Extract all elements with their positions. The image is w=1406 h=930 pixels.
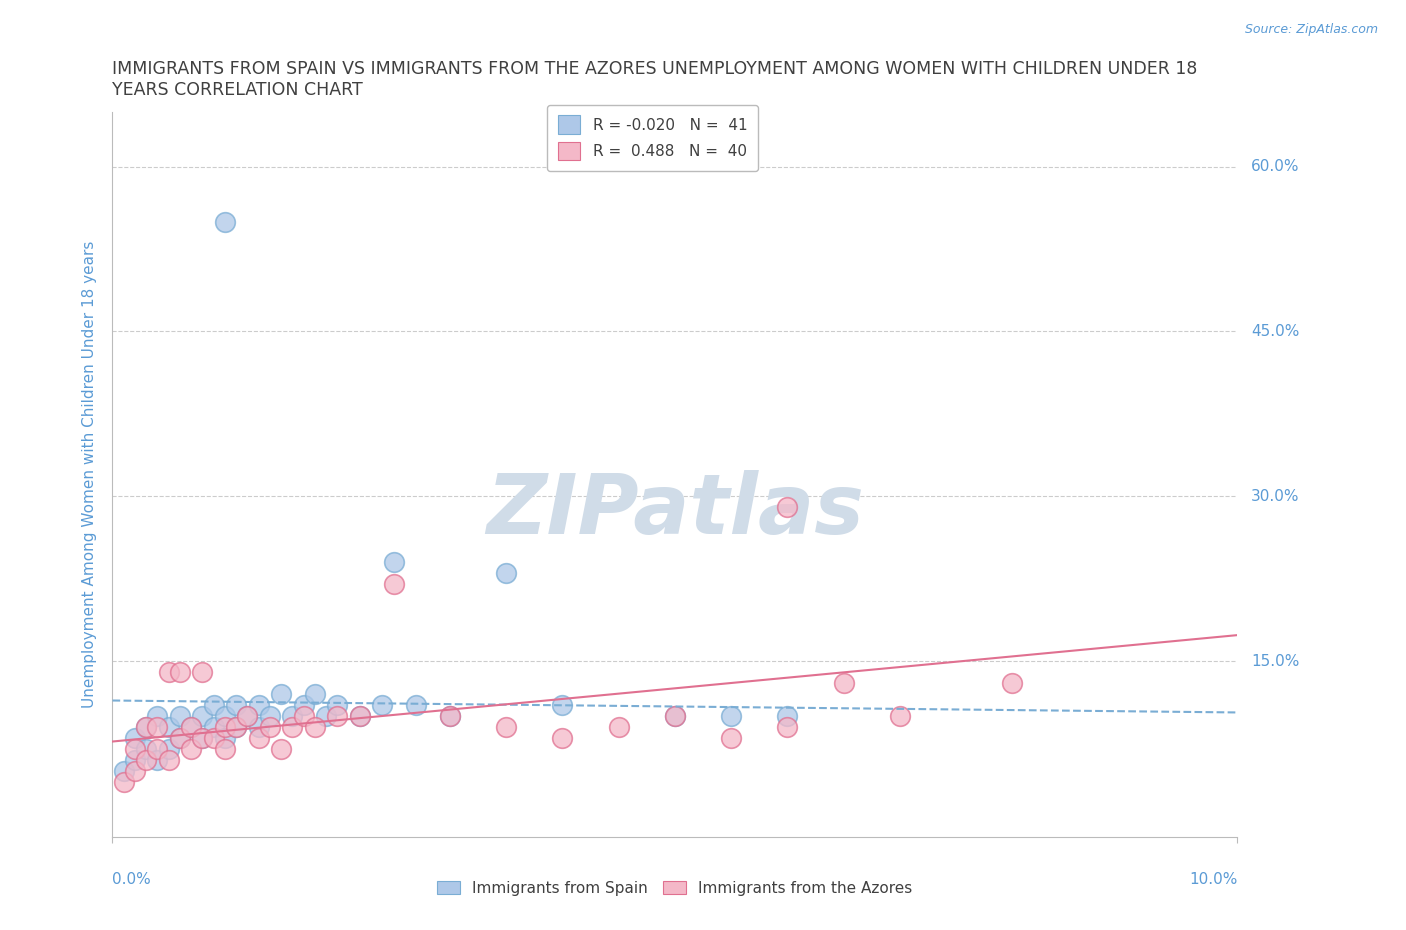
Point xyxy=(169,731,191,746)
Point xyxy=(495,565,517,580)
Point xyxy=(214,731,236,746)
Point xyxy=(292,698,315,712)
Point xyxy=(169,665,191,680)
Point xyxy=(180,720,202,735)
Point xyxy=(247,698,270,712)
Point xyxy=(180,720,202,735)
Point xyxy=(214,741,236,756)
Point xyxy=(664,709,686,724)
Point xyxy=(180,741,202,756)
Point xyxy=(191,665,214,680)
Point xyxy=(202,731,225,746)
Point xyxy=(157,741,180,756)
Point xyxy=(236,709,259,724)
Point xyxy=(382,577,405,591)
Text: 45.0%: 45.0% xyxy=(1251,324,1299,339)
Point xyxy=(146,741,169,756)
Point xyxy=(270,741,292,756)
Point xyxy=(157,665,180,680)
Point xyxy=(225,698,247,712)
Point xyxy=(146,709,169,724)
Text: 15.0%: 15.0% xyxy=(1251,654,1299,669)
Point xyxy=(1001,676,1024,691)
Text: 10.0%: 10.0% xyxy=(1189,872,1237,887)
Text: IMMIGRANTS FROM SPAIN VS IMMIGRANTS FROM THE AZORES UNEMPLOYMENT AMONG WOMEN WIT: IMMIGRANTS FROM SPAIN VS IMMIGRANTS FROM… xyxy=(112,60,1198,100)
Point xyxy=(112,775,135,790)
Point xyxy=(225,720,247,735)
Point xyxy=(720,709,742,724)
Point xyxy=(135,720,157,735)
Point xyxy=(259,709,281,724)
Point xyxy=(169,709,191,724)
Point xyxy=(124,741,146,756)
Point xyxy=(225,720,247,735)
Point xyxy=(371,698,394,712)
Point xyxy=(157,720,180,735)
Point xyxy=(202,720,225,735)
Point xyxy=(135,720,157,735)
Point xyxy=(326,698,349,712)
Point xyxy=(135,752,157,767)
Point xyxy=(281,709,304,724)
Point xyxy=(776,709,799,724)
Y-axis label: Unemployment Among Women with Children Under 18 years: Unemployment Among Women with Children U… xyxy=(82,241,97,708)
Point xyxy=(202,698,225,712)
Point xyxy=(124,764,146,778)
Point xyxy=(191,709,214,724)
Text: 0.0%: 0.0% xyxy=(112,872,152,887)
Point xyxy=(439,709,461,724)
Point xyxy=(776,499,799,514)
Point xyxy=(551,731,574,746)
Point xyxy=(135,741,157,756)
Point xyxy=(259,720,281,735)
Point xyxy=(191,731,214,746)
Point xyxy=(349,709,371,724)
Point xyxy=(326,709,349,724)
Point xyxy=(776,720,799,735)
Legend: Immigrants from Spain, Immigrants from the Azores: Immigrants from Spain, Immigrants from t… xyxy=(432,874,918,902)
Point xyxy=(247,720,270,735)
Point xyxy=(315,709,337,724)
Point xyxy=(214,720,236,735)
Point xyxy=(124,752,146,767)
Point xyxy=(720,731,742,746)
Point xyxy=(191,731,214,746)
Point xyxy=(664,709,686,724)
Point xyxy=(146,752,169,767)
Point xyxy=(292,709,315,724)
Point xyxy=(607,720,630,735)
Point xyxy=(304,686,326,701)
Point xyxy=(157,752,180,767)
Point xyxy=(112,764,135,778)
Text: Source: ZipAtlas.com: Source: ZipAtlas.com xyxy=(1244,23,1378,36)
Point xyxy=(124,731,146,746)
Point xyxy=(832,676,855,691)
Point xyxy=(214,709,236,724)
Point xyxy=(405,698,427,712)
Point xyxy=(247,731,270,746)
Point xyxy=(439,709,461,724)
Text: ZIPatlas: ZIPatlas xyxy=(486,470,863,551)
Point xyxy=(236,709,259,724)
Point xyxy=(281,720,304,735)
Point xyxy=(270,686,292,701)
Text: 30.0%: 30.0% xyxy=(1251,489,1299,504)
Point xyxy=(349,709,371,724)
Text: 60.0%: 60.0% xyxy=(1251,159,1299,174)
Point xyxy=(146,720,169,735)
Point xyxy=(495,720,517,735)
Point xyxy=(169,731,191,746)
Point xyxy=(889,709,911,724)
Point xyxy=(382,555,405,570)
Point xyxy=(551,698,574,712)
Point xyxy=(214,214,236,229)
Point xyxy=(304,720,326,735)
